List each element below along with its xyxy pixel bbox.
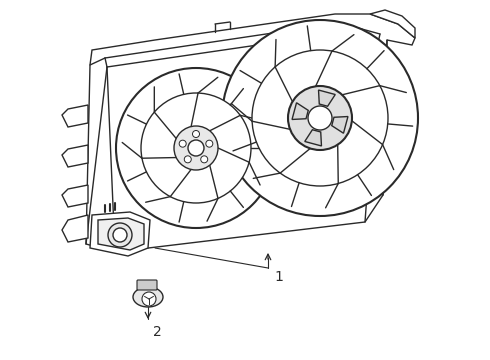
Circle shape [116,68,276,228]
Circle shape [222,20,418,216]
Text: 2: 2 [153,325,162,339]
Polygon shape [62,215,88,242]
Polygon shape [86,14,415,252]
Polygon shape [305,130,321,146]
Circle shape [174,126,218,170]
Polygon shape [332,117,348,133]
Circle shape [252,50,388,186]
Polygon shape [62,105,88,127]
FancyBboxPatch shape [137,280,157,290]
Circle shape [108,223,132,247]
Polygon shape [62,185,88,207]
Circle shape [188,140,204,156]
Polygon shape [62,145,88,167]
Polygon shape [90,212,150,256]
Text: 1: 1 [274,270,283,284]
Circle shape [184,156,191,163]
Ellipse shape [133,287,163,307]
Polygon shape [292,103,308,120]
Circle shape [201,156,208,163]
Circle shape [179,140,186,147]
Polygon shape [98,218,144,250]
Circle shape [141,93,251,203]
Polygon shape [318,90,335,106]
Circle shape [288,86,352,150]
Circle shape [193,131,199,138]
Polygon shape [370,10,415,38]
Circle shape [113,228,127,242]
Circle shape [206,140,213,147]
Circle shape [142,292,156,306]
Circle shape [308,106,332,130]
